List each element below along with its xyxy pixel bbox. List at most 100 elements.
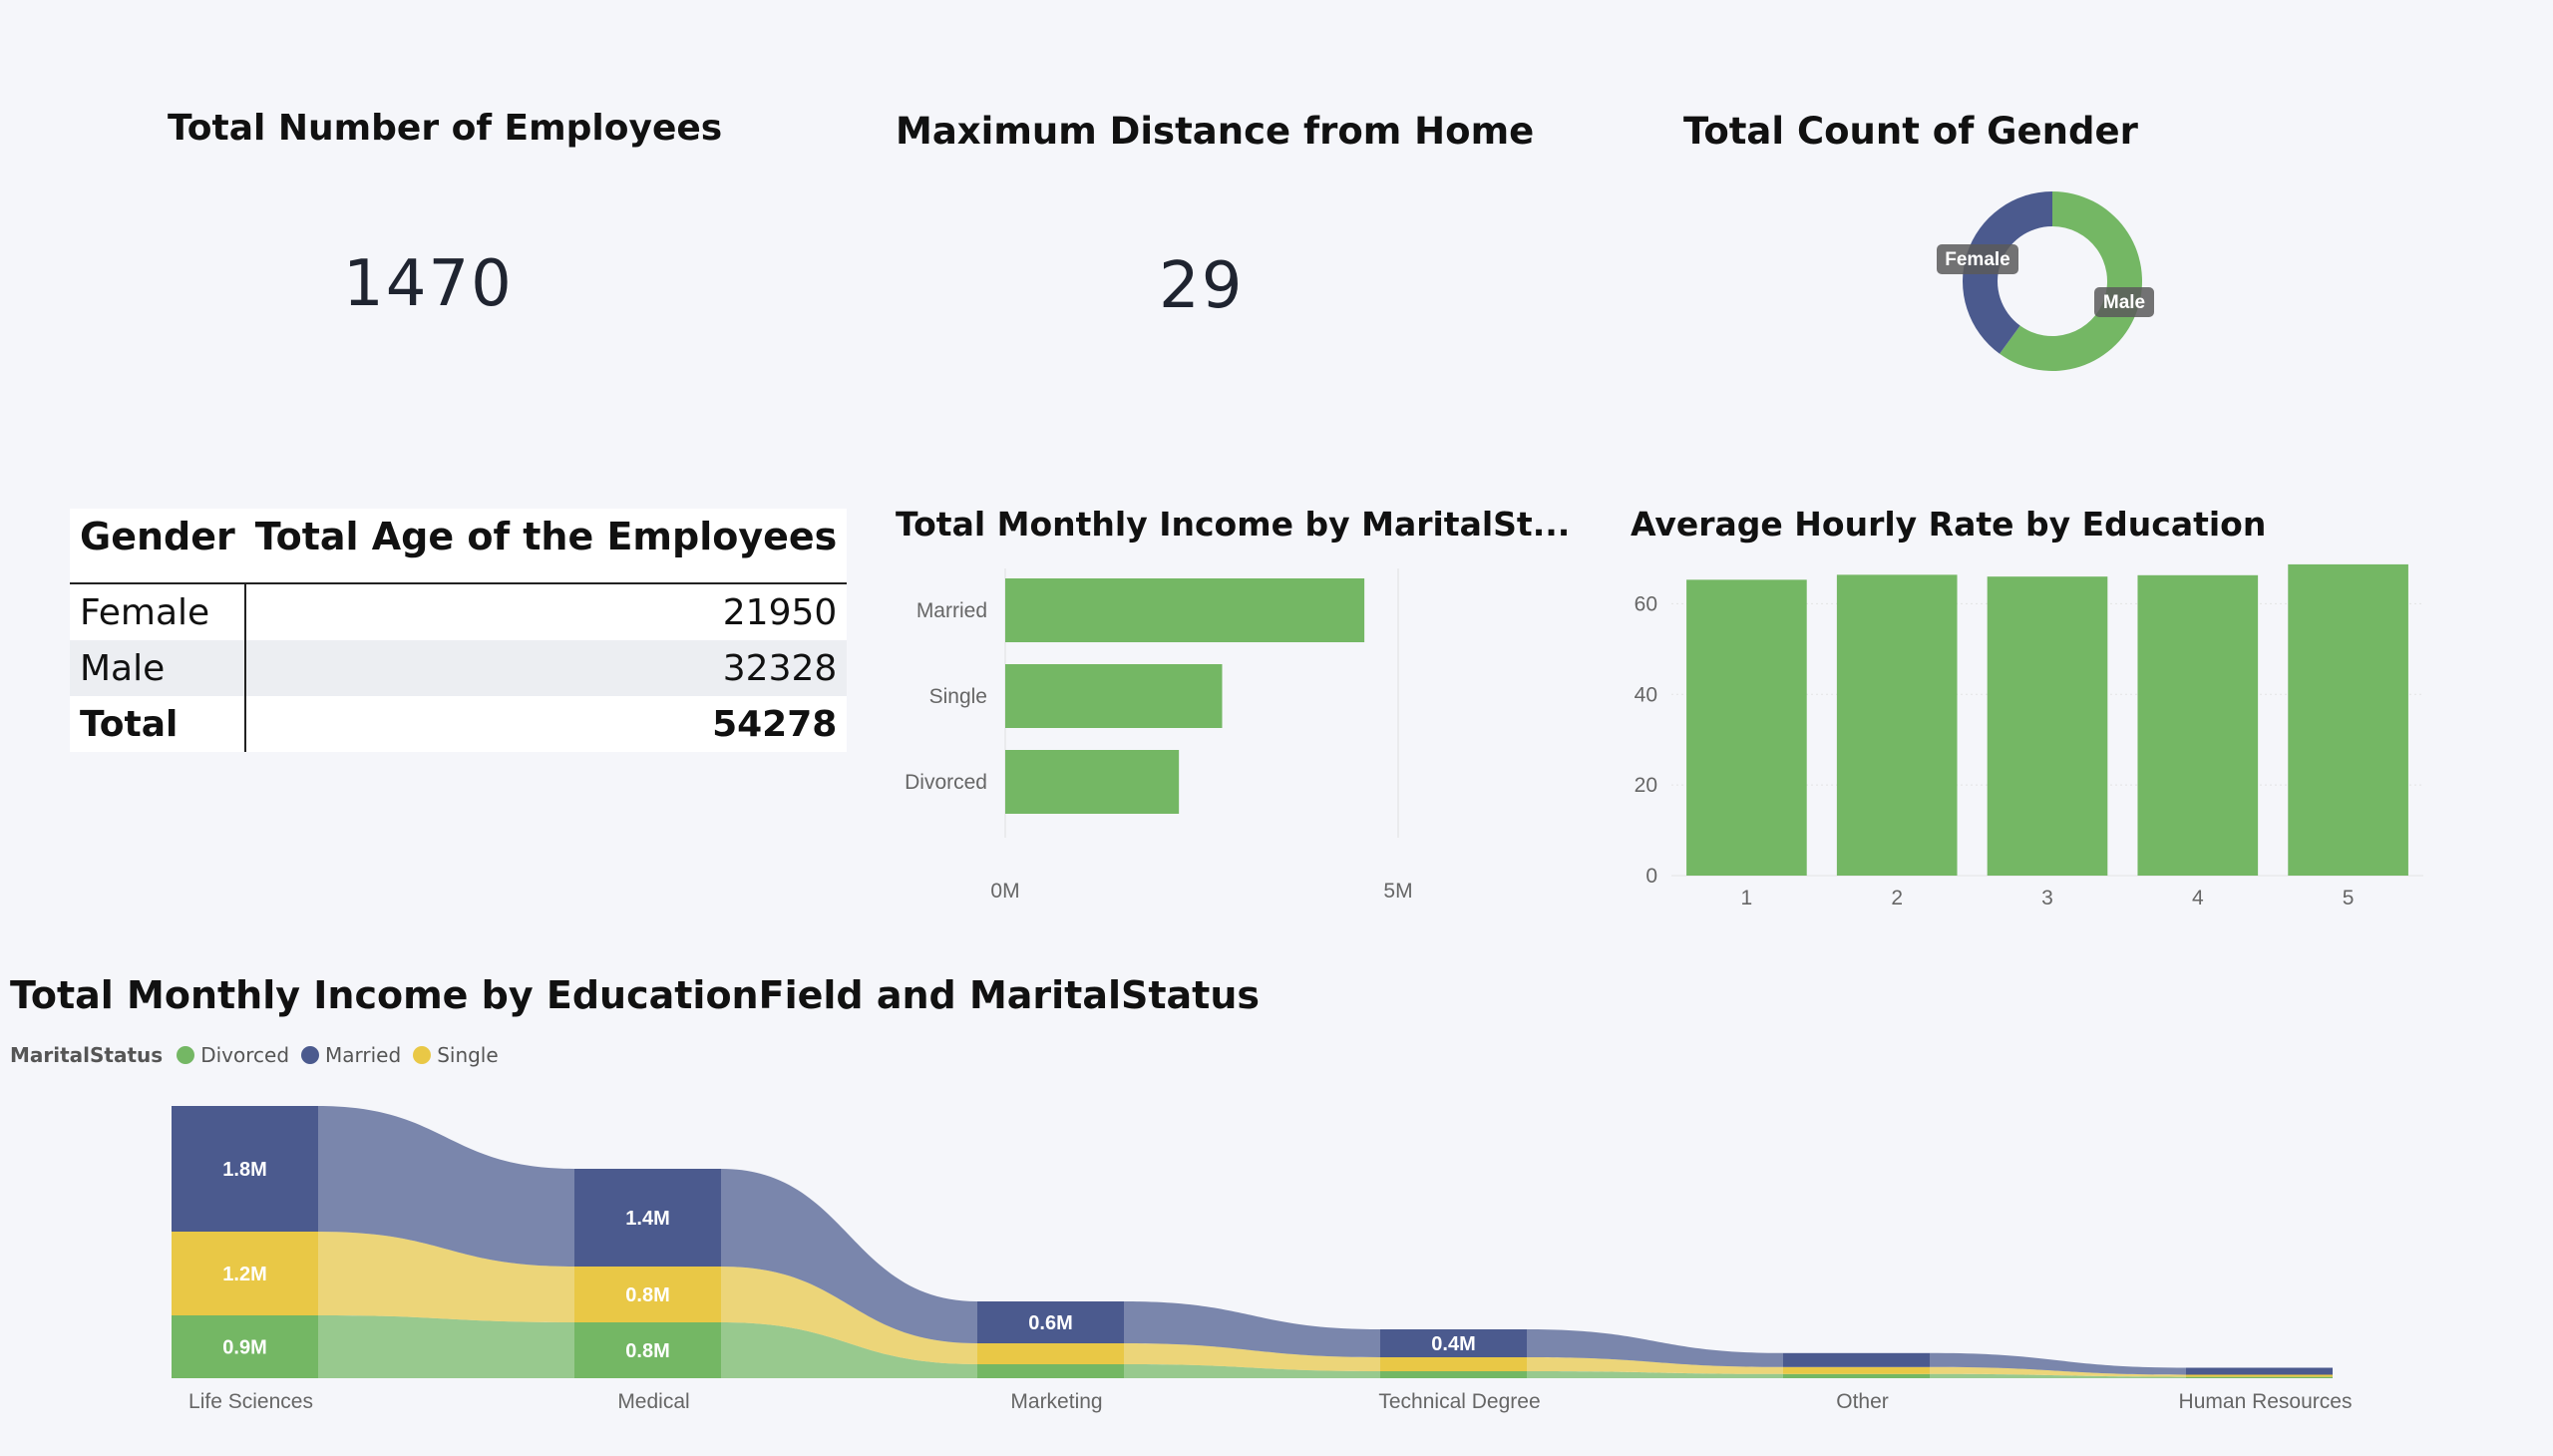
table-cell-age: 21950 [722, 591, 838, 633]
segment-single[interactable] [574, 1267, 721, 1322]
segment-divorced[interactable] [574, 1322, 721, 1378]
data-label: 0.8M [625, 1340, 669, 1362]
segment-divorced[interactable] [977, 1364, 1124, 1378]
legend-dot-icon [413, 1046, 432, 1064]
y-tick-label: Married [916, 599, 987, 622]
table-row: Female 21950 [70, 583, 847, 640]
bar-education-2[interactable] [1836, 574, 1958, 876]
data-label: 1.4M [625, 1208, 669, 1230]
table-cell-age: 32328 [244, 640, 848, 696]
ribbon-divorced [1124, 1364, 1380, 1378]
table-total-label: Total [70, 696, 246, 752]
segment-divorced[interactable] [172, 1315, 318, 1378]
y-tick-label: Single [929, 685, 987, 708]
y-tick-label: Divorced [905, 771, 987, 794]
bar-education-3[interactable] [1987, 576, 2108, 876]
table-total-row: Total 54278 [70, 696, 847, 752]
y-tick-label: 20 [1635, 774, 1657, 797]
data-label: 0.6M [1028, 1312, 1072, 1334]
table-cell-gender: Male [70, 640, 246, 696]
ribbon-single [1124, 1343, 1380, 1371]
ribbon-divorced [1527, 1371, 1783, 1378]
x-tick-label: 2 [1891, 887, 1903, 910]
donut-label-female: Female [1945, 249, 2009, 270]
table-cell-gender: Female [70, 583, 246, 640]
distance-value: 29 [1159, 249, 1245, 323]
ribbon-single [318, 1232, 574, 1322]
x-tick-label: Technical Degree [1378, 1390, 1540, 1413]
ribbons [318, 1106, 2186, 1378]
segment-married[interactable] [574, 1169, 721, 1267]
x-tick-label: Other [1836, 1390, 1889, 1413]
x-tick-label: Life Sciences [188, 1390, 313, 1413]
ribbon-legend: MaritalStatus Divorced Married Single [10, 1043, 511, 1067]
legend-title: MaritalStatus [10, 1043, 164, 1067]
legend-dot-icon [177, 1046, 195, 1064]
gender-age-table: Gender Total Age of the Employees Female… [70, 509, 848, 752]
y-tick-label: 40 [1635, 683, 1657, 706]
legend-label: Divorced [200, 1043, 290, 1067]
segment-married[interactable] [2186, 1367, 2333, 1375]
donut-slice-male[interactable] [2000, 191, 2142, 371]
segment-single[interactable] [1783, 1366, 1930, 1374]
table-header-gender[interactable]: Gender [70, 509, 245, 584]
segment-divorced[interactable] [2186, 1376, 2333, 1378]
legend-item-divorced[interactable]: Divorced [177, 1043, 289, 1067]
data-label: 0.9M [222, 1337, 266, 1359]
segment-single[interactable] [2186, 1374, 2333, 1377]
income-marital-bar-chart[interactable]: Married Single Divorced 0M 5M [878, 558, 1436, 917]
ribbon-divorced [1930, 1373, 2186, 1378]
ribbon-single [1930, 1366, 2186, 1377]
legend-label: Single [437, 1043, 499, 1067]
ribbon-married [1930, 1352, 2186, 1375]
x-tick-label: 5M [1383, 880, 1412, 903]
segment-married[interactable] [977, 1301, 1124, 1343]
y-tick-label: 0 [1645, 865, 1657, 888]
segment-single[interactable] [977, 1343, 1124, 1364]
bar-education-1[interactable] [1686, 579, 1807, 876]
data-label: 1.8M [222, 1159, 266, 1181]
x-tick-label: 1 [1741, 887, 1753, 910]
x-tick-label: Marketing [1010, 1390, 1102, 1413]
employees-card-title: Total Number of Employees [168, 108, 723, 149]
segment-divorced[interactable] [1380, 1371, 1527, 1378]
donut-slice-female[interactable] [1963, 191, 2052, 354]
segment-divorced[interactable] [1783, 1373, 1930, 1378]
distance-card-title: Maximum Distance from Home [896, 110, 1535, 153]
segment-married[interactable] [1783, 1352, 1930, 1367]
hourly-rate-title: Average Hourly Rate by Education [1631, 505, 2267, 544]
ribbon-married [1527, 1329, 1783, 1367]
segment-married[interactable] [172, 1106, 318, 1232]
bar-single[interactable] [1005, 664, 1223, 728]
x-tick-label: Medical [617, 1390, 689, 1413]
legend-item-single[interactable]: Single [413, 1043, 499, 1067]
data-label: 0.4M [1431, 1333, 1475, 1355]
ribbon-single [1527, 1357, 1783, 1374]
x-tick-label: 5 [2343, 887, 2355, 910]
table-row: Male 32328 [70, 640, 848, 696]
data-label: 1.2M [222, 1264, 266, 1285]
gender-age-table-container: Gender Total Age of the Employees Female… [70, 509, 848, 752]
data-label: 0.8M [625, 1284, 669, 1306]
ribbon-chart[interactable]: 0.9M 1.2M 1.8M Life Sciences 0.8M 0.8M 1.4M Med… [0, 1087, 2553, 1456]
segment-single[interactable] [1380, 1357, 1527, 1371]
bar-education-5[interactable] [2288, 563, 2408, 876]
employees-count-value: 1470 [343, 247, 514, 321]
bar-education-4[interactable] [2137, 574, 2259, 876]
gender-donut-chart[interactable]: Female Male [1915, 170, 2194, 389]
ribbon-divorced [721, 1322, 977, 1378]
table-header-total-age[interactable]: Total Age of the Employees [244, 509, 848, 584]
x-tick-label: Human Resources [2179, 1390, 2353, 1413]
x-tick-label: 0M [990, 880, 1019, 903]
bar-married[interactable] [1005, 578, 1365, 642]
legend-item-married[interactable]: Married [301, 1043, 401, 1067]
x-tick-label: 4 [2192, 887, 2204, 910]
x-tick-label: 3 [2041, 887, 2053, 910]
segment-single[interactable] [172, 1232, 318, 1315]
gender-donut-title: Total Count of Gender [1683, 110, 2138, 153]
hourly-rate-bar-chart[interactable]: 0 20 40 60 1 2 3 4 5 [1596, 558, 2453, 917]
table-total-value: 54278 [712, 703, 838, 745]
ribbon-married [1124, 1301, 1380, 1357]
bar-divorced[interactable] [1005, 750, 1180, 814]
segment-married[interactable] [1380, 1329, 1527, 1357]
